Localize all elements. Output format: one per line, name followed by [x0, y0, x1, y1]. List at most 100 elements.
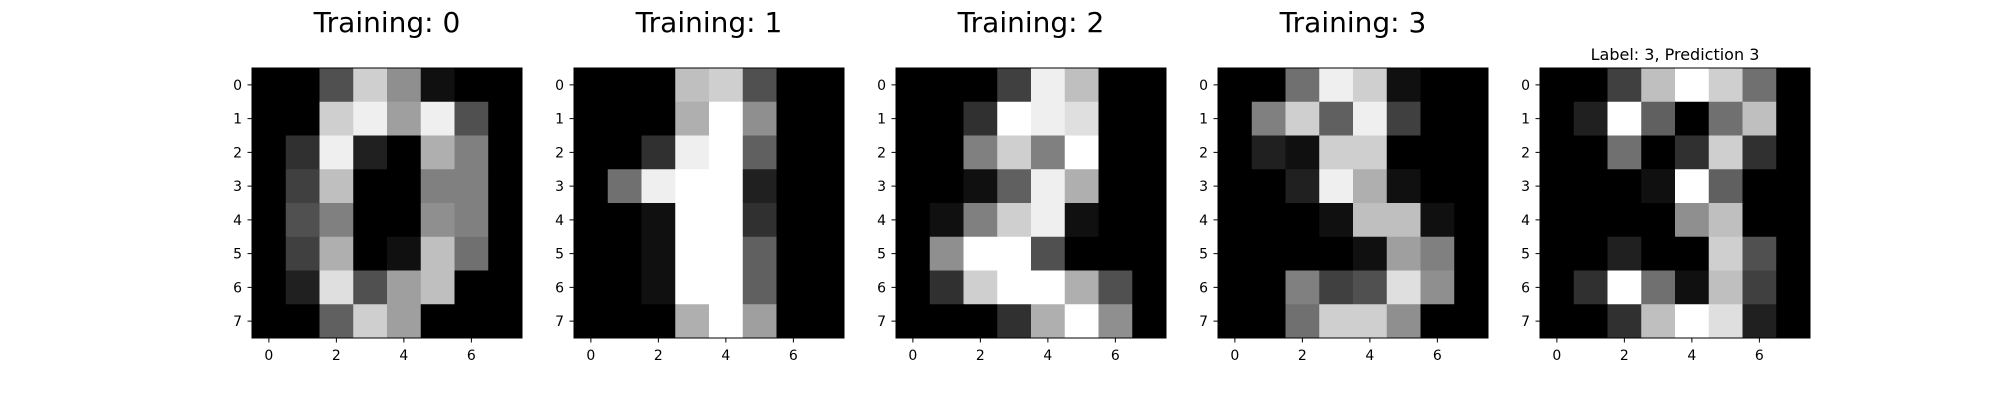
heatmap-cell: [1386, 68, 1421, 103]
heatmap-cell: [420, 169, 455, 204]
heatmap-cell: [1675, 101, 1710, 136]
heatmap-cell: [1132, 270, 1167, 305]
heatmap-cell: [1742, 169, 1777, 204]
heatmap-cell: [454, 169, 489, 204]
heatmap-cell: [742, 101, 777, 136]
heatmap-cell: [896, 203, 931, 238]
heatmap-cell: [1454, 169, 1489, 204]
y-tick-label: 4: [877, 213, 886, 229]
heatmap-cell: [1420, 169, 1455, 204]
heatmap-cell: [574, 236, 609, 271]
x-tick-label: 0: [1552, 348, 1561, 364]
heatmap-cell: [574, 101, 609, 136]
heatmap-cell: [1641, 236, 1676, 271]
heatmap-cell: [641, 270, 676, 305]
heatmap-cell: [810, 203, 845, 238]
heatmap-cell: [420, 135, 455, 170]
heatmap-cell: [1251, 101, 1286, 136]
heatmap-cell: [1319, 270, 1354, 305]
heatmap-cell: [1031, 236, 1066, 271]
heatmap-cell: [1540, 68, 1575, 103]
x-tick-label: 4: [1365, 348, 1374, 364]
digit-panel-3: Training: 3 0 2 4 6 0 1 2 3 4 5 6 7: [1199, 6, 1489, 364]
heatmap-cell: [1353, 236, 1388, 271]
x-tick-label: 2: [976, 348, 985, 364]
heatmap-cell: [776, 236, 811, 271]
heatmap-cell: [1454, 101, 1489, 136]
heatmap-cell: [454, 68, 489, 103]
heatmap-cell: [488, 203, 523, 238]
heatmap-cell: [1776, 169, 1811, 204]
heatmap-cell: [1031, 135, 1066, 170]
panel-title: Training: 2: [957, 6, 1105, 39]
heatmap-cell: [1098, 203, 1133, 238]
heatmap-cell: [997, 101, 1032, 136]
heatmap-cell: [1742, 304, 1777, 339]
heatmap-cell: [675, 236, 710, 271]
heatmap-cell: [1064, 169, 1099, 204]
heatmap-cell: [252, 135, 287, 170]
heatmap-cell: [1776, 304, 1811, 339]
heatmap-cell: [1064, 68, 1099, 103]
heatmap-cell: [1031, 68, 1066, 103]
y-tick-label: 4: [555, 213, 564, 229]
heatmap-cell: [1386, 101, 1421, 136]
heatmap-cell: [1708, 203, 1743, 238]
heatmap-cell: [963, 169, 998, 204]
x-tick-label: 6: [1433, 348, 1442, 364]
heatmap-cell: [319, 68, 354, 103]
heatmap-cells: [896, 68, 1167, 339]
heatmap-cell: [1708, 68, 1743, 103]
axes-frame: [573, 67, 845, 339]
heatmap-cell: [1218, 304, 1253, 339]
y-tick-label: 0: [1199, 78, 1208, 94]
x-tick-label: 2: [1298, 348, 1307, 364]
y-tick-label: 7: [233, 314, 242, 330]
heatmap-cell: [963, 203, 998, 238]
heatmap-cell: [997, 68, 1032, 103]
heatmap-cell: [387, 101, 422, 136]
heatmap-cell: [1353, 270, 1388, 305]
heatmap-cell: [1353, 68, 1388, 103]
y-tick-label: 1: [555, 112, 564, 128]
heatmap-cell: [1319, 169, 1354, 204]
heatmap-cell: [488, 270, 523, 305]
heatmap-cell: [1420, 304, 1455, 339]
heatmap-cell: [1540, 203, 1575, 238]
heatmap-cell: [574, 304, 609, 339]
heatmap-cell: [285, 135, 320, 170]
y-tick-label: 6: [555, 280, 564, 296]
heatmap-cell: [285, 68, 320, 103]
y-tick-label: 4: [1521, 213, 1530, 229]
heatmap-cell: [1573, 236, 1608, 271]
x-tick-label: 4: [399, 348, 408, 364]
heatmap-cell: [387, 68, 422, 103]
heatmap-cell: [963, 304, 998, 339]
y-tick-label: 0: [877, 78, 886, 94]
y-tick-label: 5: [555, 247, 564, 263]
panel-title: Label: 3, Prediction 3: [1591, 45, 1760, 64]
y-tick-label: 2: [1521, 145, 1530, 161]
heatmap-cell: [1132, 135, 1167, 170]
y-tick-label: 7: [1521, 314, 1530, 330]
heatmap-cell: [1454, 236, 1489, 271]
heatmap-cell: [1132, 68, 1167, 103]
x-tick-label: 0: [1230, 348, 1239, 364]
heatmap-cell: [896, 135, 931, 170]
heatmap-cell: [776, 304, 811, 339]
heatmap-cell: [896, 236, 931, 271]
y-tick-label: 0: [555, 78, 564, 94]
heatmap-cell: [1218, 101, 1253, 136]
heatmap-cell: [1454, 304, 1489, 339]
heatmap-cell: [285, 236, 320, 271]
heatmap-cell: [574, 68, 609, 103]
heatmap-cell: [997, 270, 1032, 305]
heatmap-cell: [1285, 203, 1320, 238]
heatmap-cell: [1218, 169, 1253, 204]
heatmap-cell: [1319, 304, 1354, 339]
y-tick-label: 2: [555, 145, 564, 161]
heatmap-cell: [1573, 68, 1608, 103]
heatmap-cell: [319, 304, 354, 339]
heatmap-cell: [607, 270, 642, 305]
y-tick-label: 2: [877, 145, 886, 161]
